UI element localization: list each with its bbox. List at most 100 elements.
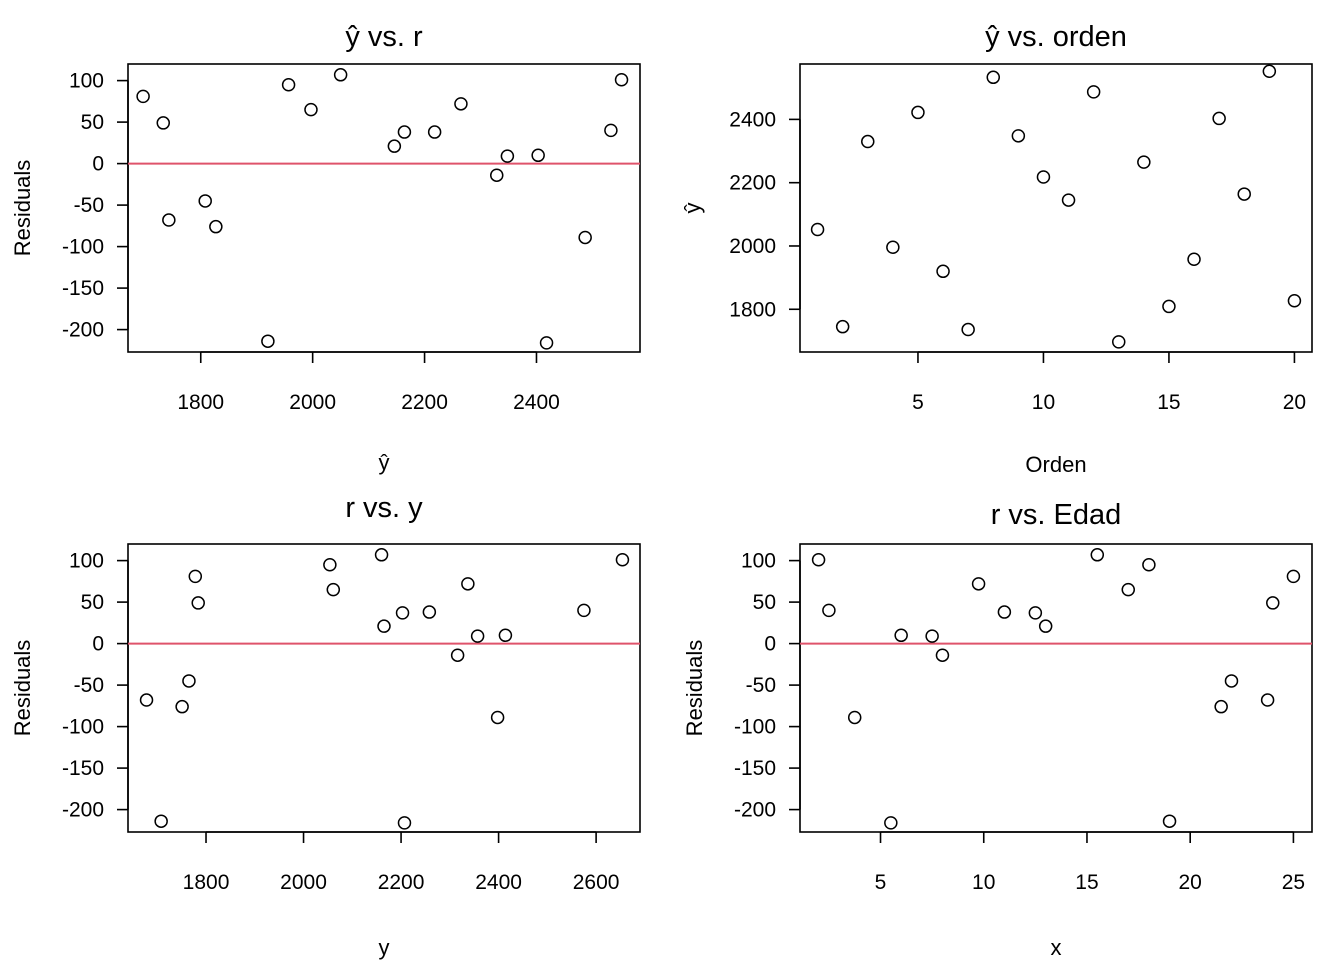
y-tick-label: 100 <box>69 70 104 93</box>
y-tick-label: -200 <box>734 799 776 822</box>
x-tick-label: 15 <box>1075 871 1098 894</box>
data-point <box>935 648 950 662</box>
y-tick-label: -100 <box>62 716 104 739</box>
plot-panel-1: ŷ vs. r 1800 2000 2200 2400 -200 -150 -100 -50 0 5… <box>10 21 641 475</box>
x-tick-label: 20 <box>1179 871 1202 894</box>
x-axis-label: y <box>379 935 390 960</box>
data-point <box>397 125 412 139</box>
y-tick-label: 2400 <box>729 108 776 131</box>
y-tick-label: -100 <box>62 236 104 259</box>
data-point <box>835 319 850 334</box>
data-point <box>1224 674 1239 688</box>
y-tick-label: 100 <box>741 550 776 573</box>
chart-title: r vs. y <box>345 492 423 524</box>
plot-frame <box>799 543 1313 833</box>
data-point <box>422 605 437 619</box>
data-point <box>191 596 205 610</box>
data-point <box>810 222 825 237</box>
y-tick-label: -150 <box>62 757 104 780</box>
data-point <box>961 322 975 337</box>
x-tick-label: 2200 <box>401 391 448 414</box>
plot-panel-4: r vs. Edad 5 10 15 20 25 -200 -150 -100 -50 0 50 100… <box>682 499 1313 960</box>
data-point <box>1214 699 1228 714</box>
data-point <box>333 68 348 82</box>
data-point <box>1090 548 1105 562</box>
data-point <box>387 139 402 153</box>
data-point <box>209 219 223 234</box>
y-tick-label: -50 <box>746 674 776 697</box>
data-point <box>162 213 176 227</box>
data-point <box>326 582 341 597</box>
x-tick-label: 20 <box>1283 391 1306 414</box>
y-tick-label: 50 <box>81 111 104 134</box>
data-point <box>986 70 1001 85</box>
chart-title: r vs. Edad <box>991 499 1122 531</box>
data-point <box>604 123 618 138</box>
y-axis-label: Residuals <box>10 640 35 737</box>
data-point <box>175 699 189 714</box>
y-tick-label: 0 <box>92 153 104 176</box>
data-point <box>182 674 196 688</box>
x-tick-label: 2200 <box>378 871 425 894</box>
chart-title: ŷ vs. orden <box>985 21 1127 53</box>
data-point <box>861 134 875 149</box>
chart-title: ŷ vs. r <box>345 21 423 53</box>
x-tick-label: 2000 <box>280 871 327 894</box>
data-point <box>1086 85 1101 99</box>
plot-frame <box>127 63 641 353</box>
data-point <box>136 89 150 104</box>
data-point <box>1162 814 1177 828</box>
y-tick-label: 1800 <box>729 298 776 321</box>
data-point <box>539 336 554 350</box>
data-point <box>500 149 515 163</box>
data-point <box>577 603 591 618</box>
y-tick-label: 50 <box>81 591 104 614</box>
y-tick-label: -50 <box>74 194 104 217</box>
data-point <box>884 816 898 830</box>
data-point <box>454 97 468 111</box>
y-tick-label: 100 <box>69 550 104 573</box>
x-axis-label: ŷ <box>379 450 390 475</box>
y-tick-label: -100 <box>734 716 776 739</box>
x-tick-label: 10 <box>1032 391 1055 414</box>
data-point <box>470 629 485 643</box>
y-tick-label: -50 <box>74 674 104 697</box>
data-point <box>188 569 203 584</box>
y-axis-label: Residuals <box>682 640 707 737</box>
y-tick-label: -150 <box>62 277 104 300</box>
x-tick-label: 1800 <box>183 871 230 894</box>
data-point <box>578 230 592 245</box>
data-point <box>397 816 412 830</box>
data-point <box>614 73 629 87</box>
data-point <box>1286 569 1301 584</box>
x-tick-label: 10 <box>972 871 995 894</box>
y-tick-label: 2200 <box>729 172 776 195</box>
x-tick-label: 2600 <box>573 871 620 894</box>
data-point <box>847 710 862 725</box>
data-point <box>427 125 442 139</box>
data-point <box>374 548 389 562</box>
data-point <box>1111 335 1126 349</box>
data-point <box>1121 582 1136 597</box>
data-point <box>1260 693 1275 707</box>
data-point <box>1036 170 1051 184</box>
plot-frame <box>799 63 1313 353</box>
y-axis-label: Residuals <box>10 160 35 257</box>
data-point <box>498 628 513 643</box>
data-point <box>395 606 410 620</box>
x-axis-label: Orden <box>1025 452 1086 477</box>
y-tick-label: -200 <box>62 319 104 342</box>
data-point <box>156 116 171 130</box>
data-point <box>1266 596 1280 610</box>
data-point <box>615 553 630 567</box>
data-point <box>894 628 908 643</box>
data-point <box>822 603 836 618</box>
data-point <box>886 240 900 254</box>
x-axis-label: x <box>1051 935 1062 960</box>
y-axis-label: ŷ <box>680 203 705 214</box>
y-tick-label: 2000 <box>729 235 776 258</box>
data-point <box>936 264 950 279</box>
data-point <box>1287 293 1302 308</box>
data-point <box>461 577 475 591</box>
